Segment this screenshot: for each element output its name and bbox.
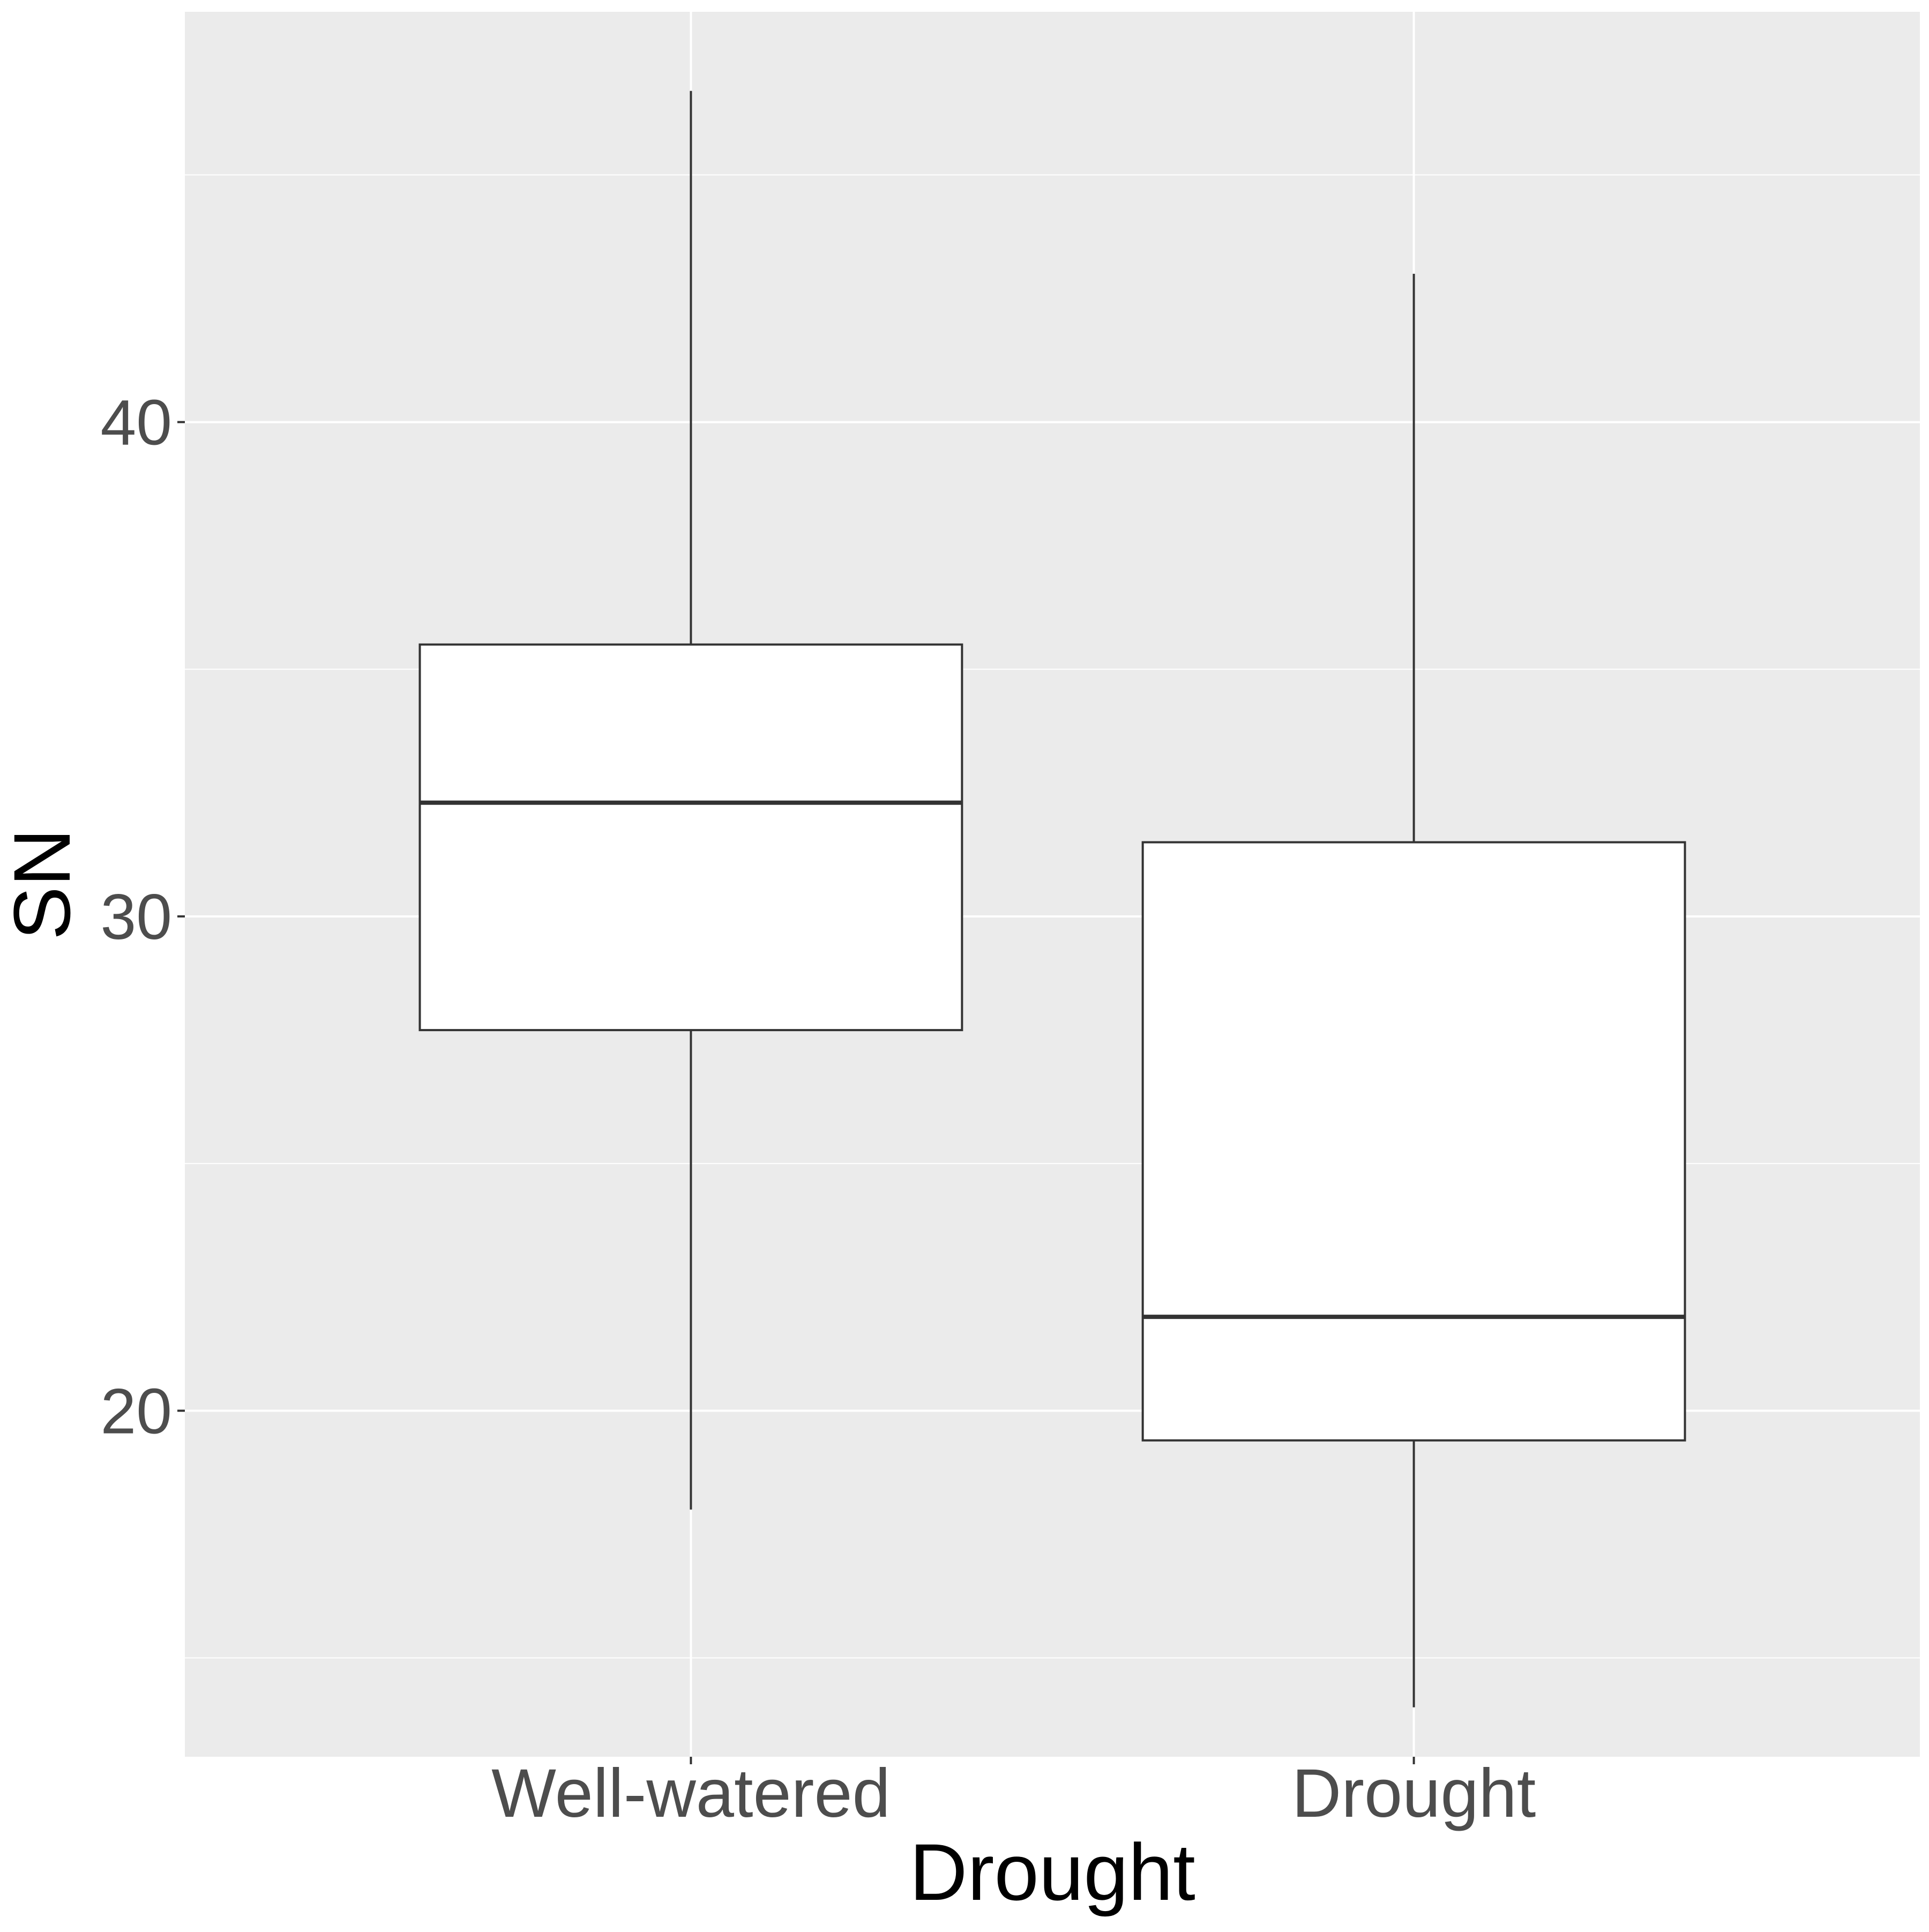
box-drought: [1141, 273, 1686, 1707]
x-tick-label: Drought: [1292, 1755, 1536, 1832]
box-iqr: [1141, 841, 1686, 1442]
y-tick-label: 20: [101, 1375, 172, 1447]
y-tick-label: 30: [101, 881, 172, 953]
box-well-watered: [418, 91, 963, 1510]
box-series: [418, 91, 1686, 1707]
y-axis-title: SN: [0, 829, 87, 940]
y-tick-label: 40: [101, 387, 172, 459]
x-axis: Well-watered Drought: [491, 1755, 1536, 1832]
x-axis-title: Drought: [909, 1827, 1195, 1917]
x-tick-label: Well-watered: [491, 1755, 891, 1832]
box-iqr: [418, 643, 963, 1032]
y-axis: 20 30 40: [101, 387, 185, 1447]
